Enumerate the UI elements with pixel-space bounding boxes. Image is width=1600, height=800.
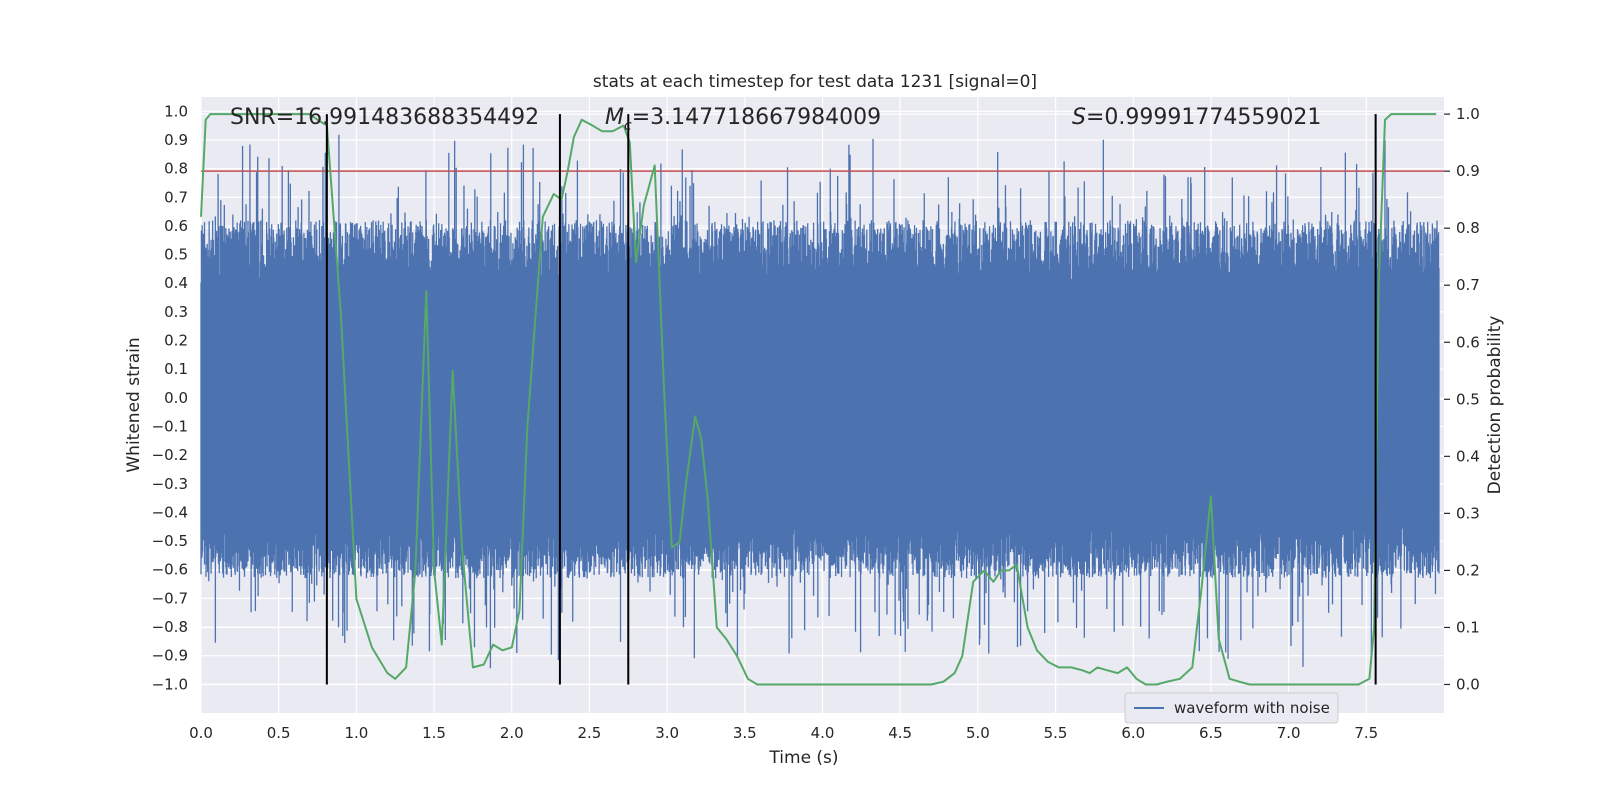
x-tick-label: 7.5 bbox=[1354, 724, 1378, 742]
x-tick-label: 4.0 bbox=[811, 724, 835, 742]
y-right-tick-label: 0.4 bbox=[1456, 447, 1480, 465]
snr-annotation: SNR=16.991483688354492 bbox=[230, 105, 539, 130]
y-left-tick-label: 1.0 bbox=[164, 102, 188, 120]
y-left-tick-label: −0.2 bbox=[152, 446, 188, 464]
y-left-tick-label: −0.1 bbox=[152, 417, 188, 435]
x-tick-label: 1.5 bbox=[422, 724, 446, 742]
y-left-tick-label: −0.4 bbox=[152, 503, 188, 521]
x-tick-label: 7.0 bbox=[1277, 724, 1301, 742]
y-right-tick-label: 0.5 bbox=[1456, 390, 1480, 408]
chirp-mass-annotation: Mc=3.147718667984009 bbox=[605, 105, 881, 134]
y-right-tick-label: 0.0 bbox=[1456, 675, 1480, 693]
y-left-tick-label: 0.4 bbox=[164, 274, 188, 292]
x-tick-label: 5.0 bbox=[966, 724, 990, 742]
y-right-tick-label: 0.3 bbox=[1456, 504, 1480, 522]
detection-probability-series bbox=[200, 113, 1437, 686]
y-left-tick-label: 0.2 bbox=[164, 332, 188, 350]
y-right-tick-label: 0.2 bbox=[1456, 561, 1480, 579]
y-right-tick-label: 0.7 bbox=[1456, 276, 1480, 294]
chart-title: stats at each timestep for test data 123… bbox=[593, 72, 1037, 92]
y-right-tick-label: 0.1 bbox=[1456, 618, 1480, 636]
y-left-tick-label: 0.6 bbox=[164, 217, 188, 235]
y-right-axis-label: Detection probability bbox=[1485, 316, 1505, 495]
y-left-tick-label: −0.3 bbox=[152, 475, 188, 493]
y-left-tick-label: −0.8 bbox=[152, 618, 188, 636]
y-left-tick-label: 0.8 bbox=[164, 160, 188, 178]
x-tick-label: 5.5 bbox=[1044, 724, 1068, 742]
x-tick-label: 6.0 bbox=[1121, 724, 1145, 742]
y-left-tick-label: −1.0 bbox=[152, 675, 188, 693]
y-right-tick-label: 0.8 bbox=[1456, 219, 1480, 237]
x-tick-label: 1.0 bbox=[344, 724, 368, 742]
x-tick-label: 2.0 bbox=[500, 724, 524, 742]
y-right-tick-label: 0.6 bbox=[1456, 333, 1480, 351]
x-tick-label: 4.5 bbox=[888, 724, 912, 742]
legend-label: waveform with noise bbox=[1174, 699, 1330, 717]
y-left-tick-label: 0.1 bbox=[164, 360, 188, 378]
legend-box bbox=[1124, 692, 1339, 724]
y-left-tick-label: −0.5 bbox=[152, 532, 188, 550]
y-right-tick-label: 0.9 bbox=[1456, 162, 1480, 180]
y-left-axis-label: Whitened strain bbox=[124, 337, 144, 472]
legend: waveform with noise bbox=[1124, 692, 1339, 724]
y-left-tick-label: −0.9 bbox=[152, 647, 188, 665]
x-tick-label: 0.0 bbox=[189, 724, 213, 742]
x-tick-label: 3.5 bbox=[733, 724, 757, 742]
x-axis-label: Time (s) bbox=[768, 748, 838, 768]
y-left-tick-label: −0.6 bbox=[152, 561, 188, 579]
x-tick-label: 6.5 bbox=[1199, 724, 1223, 742]
x-tick-label: 3.0 bbox=[655, 724, 679, 742]
waveform-core-band bbox=[201, 283, 1440, 527]
y-left-tick-label: −0.7 bbox=[152, 589, 188, 607]
y-left-tick-label: 0.5 bbox=[164, 246, 188, 264]
y-right-tick-label: 1.0 bbox=[1456, 105, 1480, 123]
x-tick-label: 2.5 bbox=[578, 724, 602, 742]
s-score-annotation: S=0.99991774559021 bbox=[1072, 105, 1321, 130]
y-left-tick-label: 0.9 bbox=[164, 131, 188, 149]
y-left-tick-label: 0.0 bbox=[164, 389, 188, 407]
y-left-tick-label: 0.3 bbox=[164, 303, 188, 321]
y-left-tick-label: 0.7 bbox=[164, 188, 188, 206]
x-tick-label: 0.5 bbox=[267, 724, 291, 742]
